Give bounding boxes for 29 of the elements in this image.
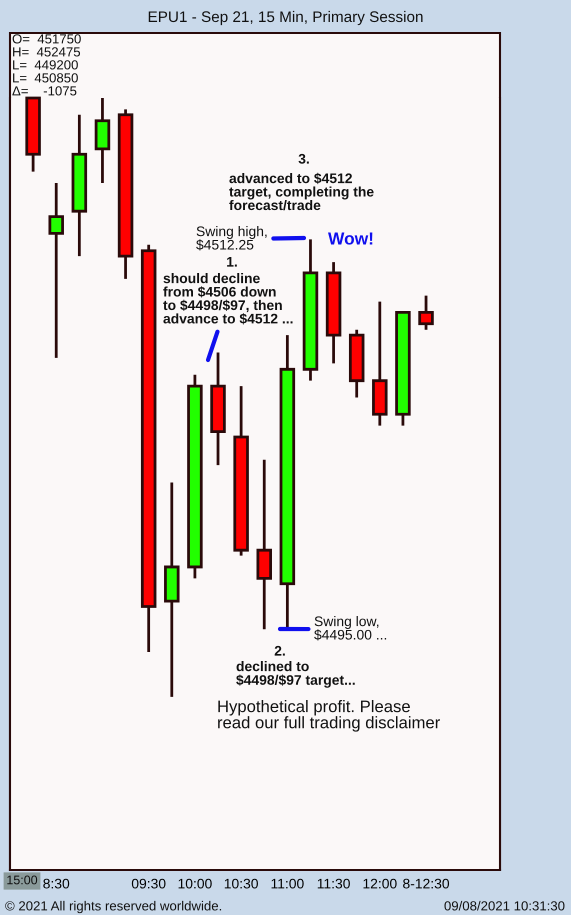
text: 15:00 xyxy=(7,876,38,884)
x-tick-label: 8:30 xyxy=(43,878,70,889)
text: L= 449200 xyxy=(13,60,78,70)
annotation: 3. xyxy=(298,154,309,164)
annotation: should decline from $4506 down to $4498/$97, then advance to $4512 ... xyxy=(163,273,293,324)
x-tick-label: 11:30 xyxy=(318,878,350,889)
candlestick xyxy=(418,294,434,332)
x-tick-label: 10:00 xyxy=(178,878,212,889)
annotation: declined to $4498/$97 target... xyxy=(236,661,355,688)
annotation: Wow! xyxy=(328,232,372,245)
text: 09/08/2021 10:31:30 xyxy=(444,900,564,911)
x-tick-label: 10:30 xyxy=(224,878,258,889)
text: L= 450850 xyxy=(13,73,78,83)
annotation: 2. xyxy=(274,646,285,656)
x-tick-label: 09:30 xyxy=(132,878,166,889)
x-tick-label: 8-12:30 xyxy=(403,878,450,889)
annotation: Swing low, $4495.00 ... xyxy=(314,616,386,640)
text: Δ= -1075 xyxy=(12,86,76,96)
annotation: Swing high, $4512.25 xyxy=(196,226,267,250)
x-tick-label: 12:00 xyxy=(363,878,397,889)
text: H= 452475 xyxy=(13,47,80,57)
annotation: 1. xyxy=(227,257,237,267)
text: © 2021 All rights reserved worldwide. xyxy=(5,900,222,914)
x-tick-label: 11:00 xyxy=(272,878,304,889)
text: O= 451750 xyxy=(12,34,81,44)
annotation: advanced to $4512 target, completing the forecast/trade xyxy=(229,172,374,210)
text: Hypothetical profit. Please read our full trading disclaimer xyxy=(218,700,440,732)
chart-title: EPU1 - Sep 21, 15 Min, Primary Session xyxy=(148,10,422,26)
candlestick xyxy=(48,182,64,360)
